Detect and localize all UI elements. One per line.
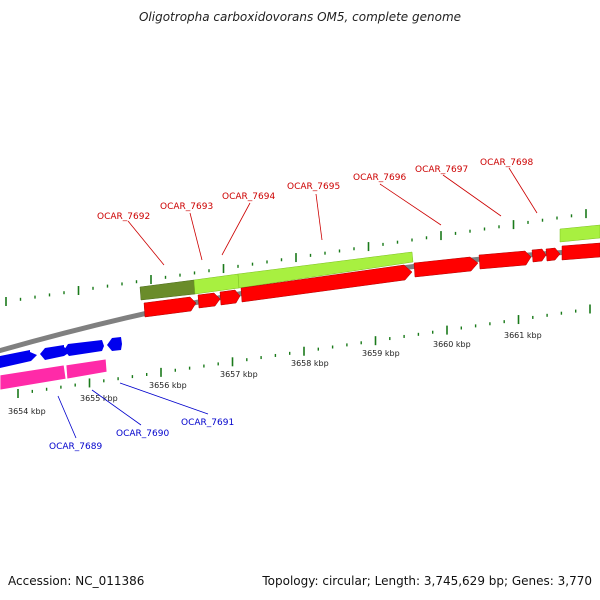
- tick-label-3654: 3654 kbp: [8, 407, 46, 416]
- cds-arrow-ocar-7693: [197, 292, 221, 309]
- gene-block-ocar-7692: [139, 279, 196, 301]
- pink-block-ocar-7689: [0, 364, 67, 391]
- cds-arrow-ocar-7698c: [561, 242, 600, 261]
- cds-track: [143, 242, 600, 318]
- accession-text: Accession: NC_011386: [8, 574, 145, 588]
- cds-arrow-ocar-7697: [478, 250, 532, 270]
- map-title: Oligotropha carboxidovorans OM5, complet…: [138, 10, 462, 24]
- tick-row-lower: [17, 304, 591, 398]
- gene-label-ocar-7697: OCAR_7697: [415, 165, 468, 175]
- cds-arrow-ocar-7698b: [545, 247, 561, 262]
- tick-label-3655: 3655 kbp: [80, 394, 118, 403]
- gene-block-ocar-7695: [237, 251, 414, 289]
- tick-labels: 3654 kbp 3655 kbp 3656 kbp 3657 kbp 3658…: [8, 331, 542, 416]
- tick-label-3656: 3656 kbp: [149, 381, 187, 390]
- bottom-gene-labels: OCAR_7689 OCAR_7690 OCAR_7691: [49, 382, 234, 452]
- top-gene-labels: OCAR_7692 OCAR_7693 OCAR_7694 OCAR_7695 …: [97, 158, 538, 266]
- tick-label-3660: 3660 kbp: [433, 340, 471, 349]
- gene-track-green: [139, 224, 600, 301]
- cds-arrow-ocar-7695: [240, 264, 413, 303]
- gene-label-ocar-7689: OCAR_7689: [49, 442, 102, 452]
- gene-label-ocar-7695: OCAR_7695: [287, 182, 340, 192]
- tick-row-upper: [5, 209, 587, 306]
- tick-label-3658: 3658 kbp: [291, 359, 329, 368]
- gene-label-ocar-7690: OCAR_7690: [116, 429, 169, 439]
- blue-track: [0, 337, 122, 368]
- cds-arrow-ocar-7694: [219, 289, 241, 306]
- leader-line-ocar-7695: [315, 193, 323, 241]
- genome-summary-text: Topology: circular; Length: 3,745,629 bp…: [262, 574, 592, 588]
- tick-label-3661: 3661 kbp: [504, 331, 542, 340]
- blue-arrow-ocar-7690b: [64, 340, 104, 356]
- cds-arrow-ocar-7692: [143, 296, 197, 318]
- cds-arrow-ocar-7696: [413, 256, 479, 278]
- blue-arrow-ocar-7689: [0, 350, 37, 368]
- leader-line-ocar-7697: [442, 174, 502, 217]
- cds-arrow-ocar-7698a: [531, 248, 547, 263]
- leader-line-ocar-7698: [508, 167, 538, 214]
- gene-label-ocar-7696: OCAR_7696: [353, 173, 406, 183]
- blue-arrow-ocar-7691: [107, 337, 122, 351]
- leader-line-ocar-7694: [221, 202, 251, 256]
- leader-line-ocar-7696: [379, 183, 442, 226]
- tick-label-3657: 3657 kbp: [220, 370, 258, 379]
- pink-track: [0, 358, 108, 391]
- tick-label-3659: 3659 kbp: [362, 349, 400, 358]
- blue-arrow-ocar-7690: [40, 345, 70, 360]
- leader-line-ocar-7692: [127, 220, 165, 266]
- gene-label-ocar-7691: OCAR_7691: [181, 418, 234, 428]
- gene-label-ocar-7693: OCAR_7693: [160, 202, 213, 212]
- gene-label-ocar-7698: OCAR_7698: [480, 158, 533, 168]
- leader-line-ocar-7689: [57, 395, 77, 439]
- leader-line-ocar-7693: [189, 212, 203, 261]
- leader-line-ocar-7691: [119, 382, 209, 415]
- gene-block-ocar-7698: [559, 224, 600, 243]
- leader-line-ocar-7690: [91, 389, 142, 426]
- gene-label-ocar-7694: OCAR_7694: [222, 192, 275, 202]
- pink-block-ocar-7690: [65, 358, 108, 380]
- gene-label-ocar-7692: OCAR_7692: [97, 212, 150, 222]
